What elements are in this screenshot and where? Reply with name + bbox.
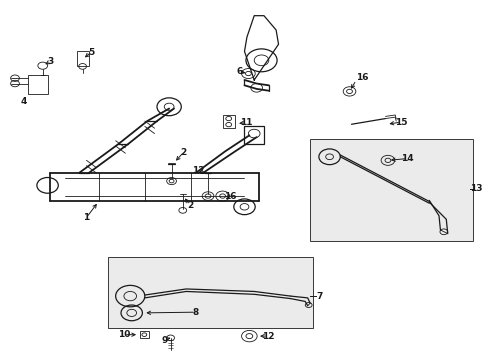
Text: 7: 7: [316, 292, 322, 301]
Text: 4: 4: [20, 97, 26, 106]
Bar: [309, 139, 472, 241]
Text: 1: 1: [83, 213, 89, 222]
Text: 12: 12: [191, 166, 203, 175]
Text: 5: 5: [88, 48, 94, 57]
Text: 6: 6: [236, 67, 242, 76]
Bar: [77, 51, 89, 66]
Text: 16: 16: [356, 73, 368, 82]
Text: 2: 2: [180, 148, 186, 157]
Text: 2: 2: [186, 201, 193, 210]
Bar: [28, 75, 47, 94]
Bar: [244, 126, 264, 144]
Text: 13: 13: [468, 184, 481, 193]
Text: 8: 8: [192, 308, 199, 317]
Text: 14: 14: [400, 154, 413, 163]
Text: 16: 16: [223, 192, 236, 201]
Text: 12: 12: [261, 332, 274, 341]
Text: 10: 10: [118, 330, 130, 339]
Text: 9: 9: [161, 336, 167, 345]
Text: 15: 15: [394, 118, 407, 127]
Bar: [108, 257, 312, 328]
Bar: [222, 114, 234, 128]
Bar: [140, 332, 148, 338]
Text: 11: 11: [239, 118, 252, 127]
Text: 3: 3: [47, 57, 54, 66]
